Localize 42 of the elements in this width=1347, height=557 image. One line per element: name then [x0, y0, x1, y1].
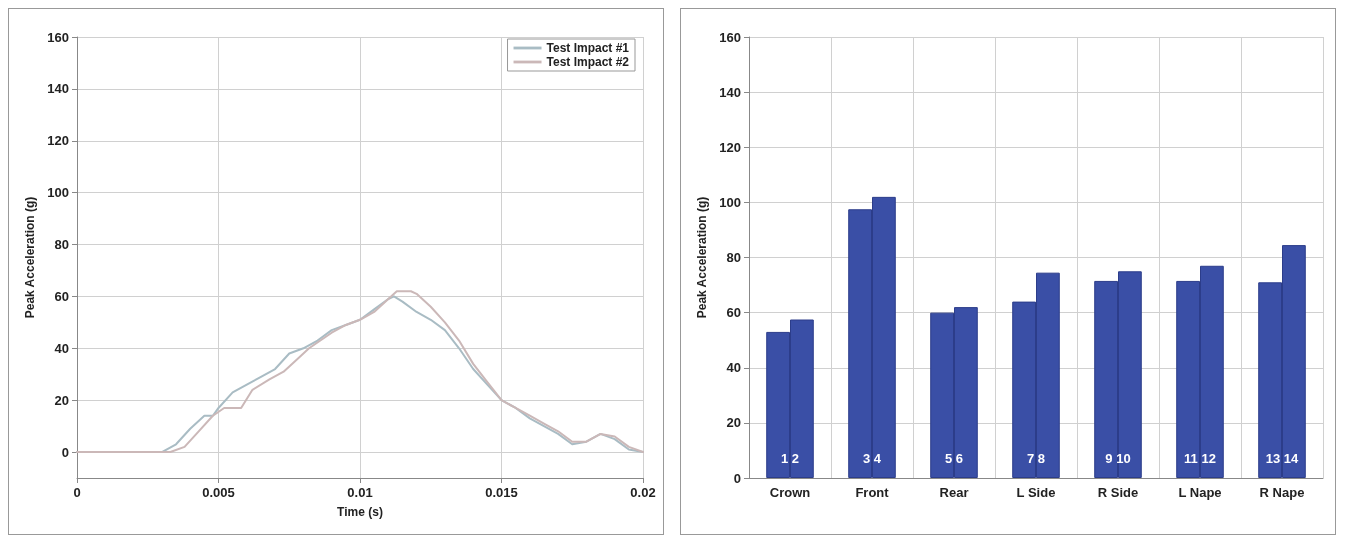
annotation: 5 6 — [944, 450, 964, 466]
annotation: 9 10 — [1105, 450, 1131, 466]
y-axis-title: Peak Acceleration (g) — [695, 196, 710, 319]
x-tick-label: L Side — [1016, 485, 1056, 500]
y-tick-label: 80 — [726, 250, 741, 265]
y-tick-label: 160 — [47, 29, 69, 45]
x-tick-label: R Side — [1097, 485, 1139, 500]
y-tick-label: 0 — [733, 470, 741, 486]
x-tick-label: Crown — [769, 485, 811, 500]
y-tick-label: 60 — [54, 288, 69, 304]
annotation: 7 8 — [1026, 450, 1046, 466]
x-tick-label: L Nape — [1178, 485, 1222, 500]
x-tick-label: Front — [855, 485, 890, 500]
y-tick-label: 20 — [726, 415, 741, 431]
annotation: 13 14 — [1265, 450, 1300, 466]
annotation: 3 4 — [862, 450, 882, 466]
annotation: 1 2 — [780, 450, 800, 466]
x-axis-title: Time (s) — [337, 505, 383, 519]
y-tick-label: 100 — [47, 185, 69, 201]
x-tick-label: 0 — [73, 485, 81, 500]
x-tick-label: R Nape — [1259, 485, 1305, 500]
y-tick-label: 80 — [54, 237, 69, 253]
y-tick-label: 20 — [54, 392, 69, 408]
y-tick-label: 40 — [726, 360, 741, 376]
x-tick-label: 0.01 — [347, 485, 373, 500]
legend-label: Test Impact #1 — [546, 41, 630, 55]
y-tick-label: 100 — [719, 194, 741, 210]
y-tick-label: 120 — [719, 139, 741, 155]
y-tick-label: 140 — [47, 81, 69, 97]
y-axis-title: Peak Acceleration (g) — [23, 196, 38, 319]
legend-label: Test Impact #2 — [546, 55, 630, 69]
x-tick-label: 0.02 — [630, 485, 656, 500]
y-tick-label: 0 — [61, 444, 69, 460]
annotation: 11 12 — [1184, 450, 1216, 466]
x-tick-label: Rear — [939, 485, 969, 500]
y-tick-label: 160 — [719, 29, 741, 45]
x-tick-label: 0.005 — [202, 485, 235, 500]
y-tick-label: 120 — [47, 133, 69, 149]
y-tick-label: 140 — [719, 84, 741, 100]
x-tick-label: 0.015 — [485, 485, 518, 500]
y-tick-label: 40 — [54, 340, 69, 356]
y-tick-label: 60 — [726, 305, 741, 321]
